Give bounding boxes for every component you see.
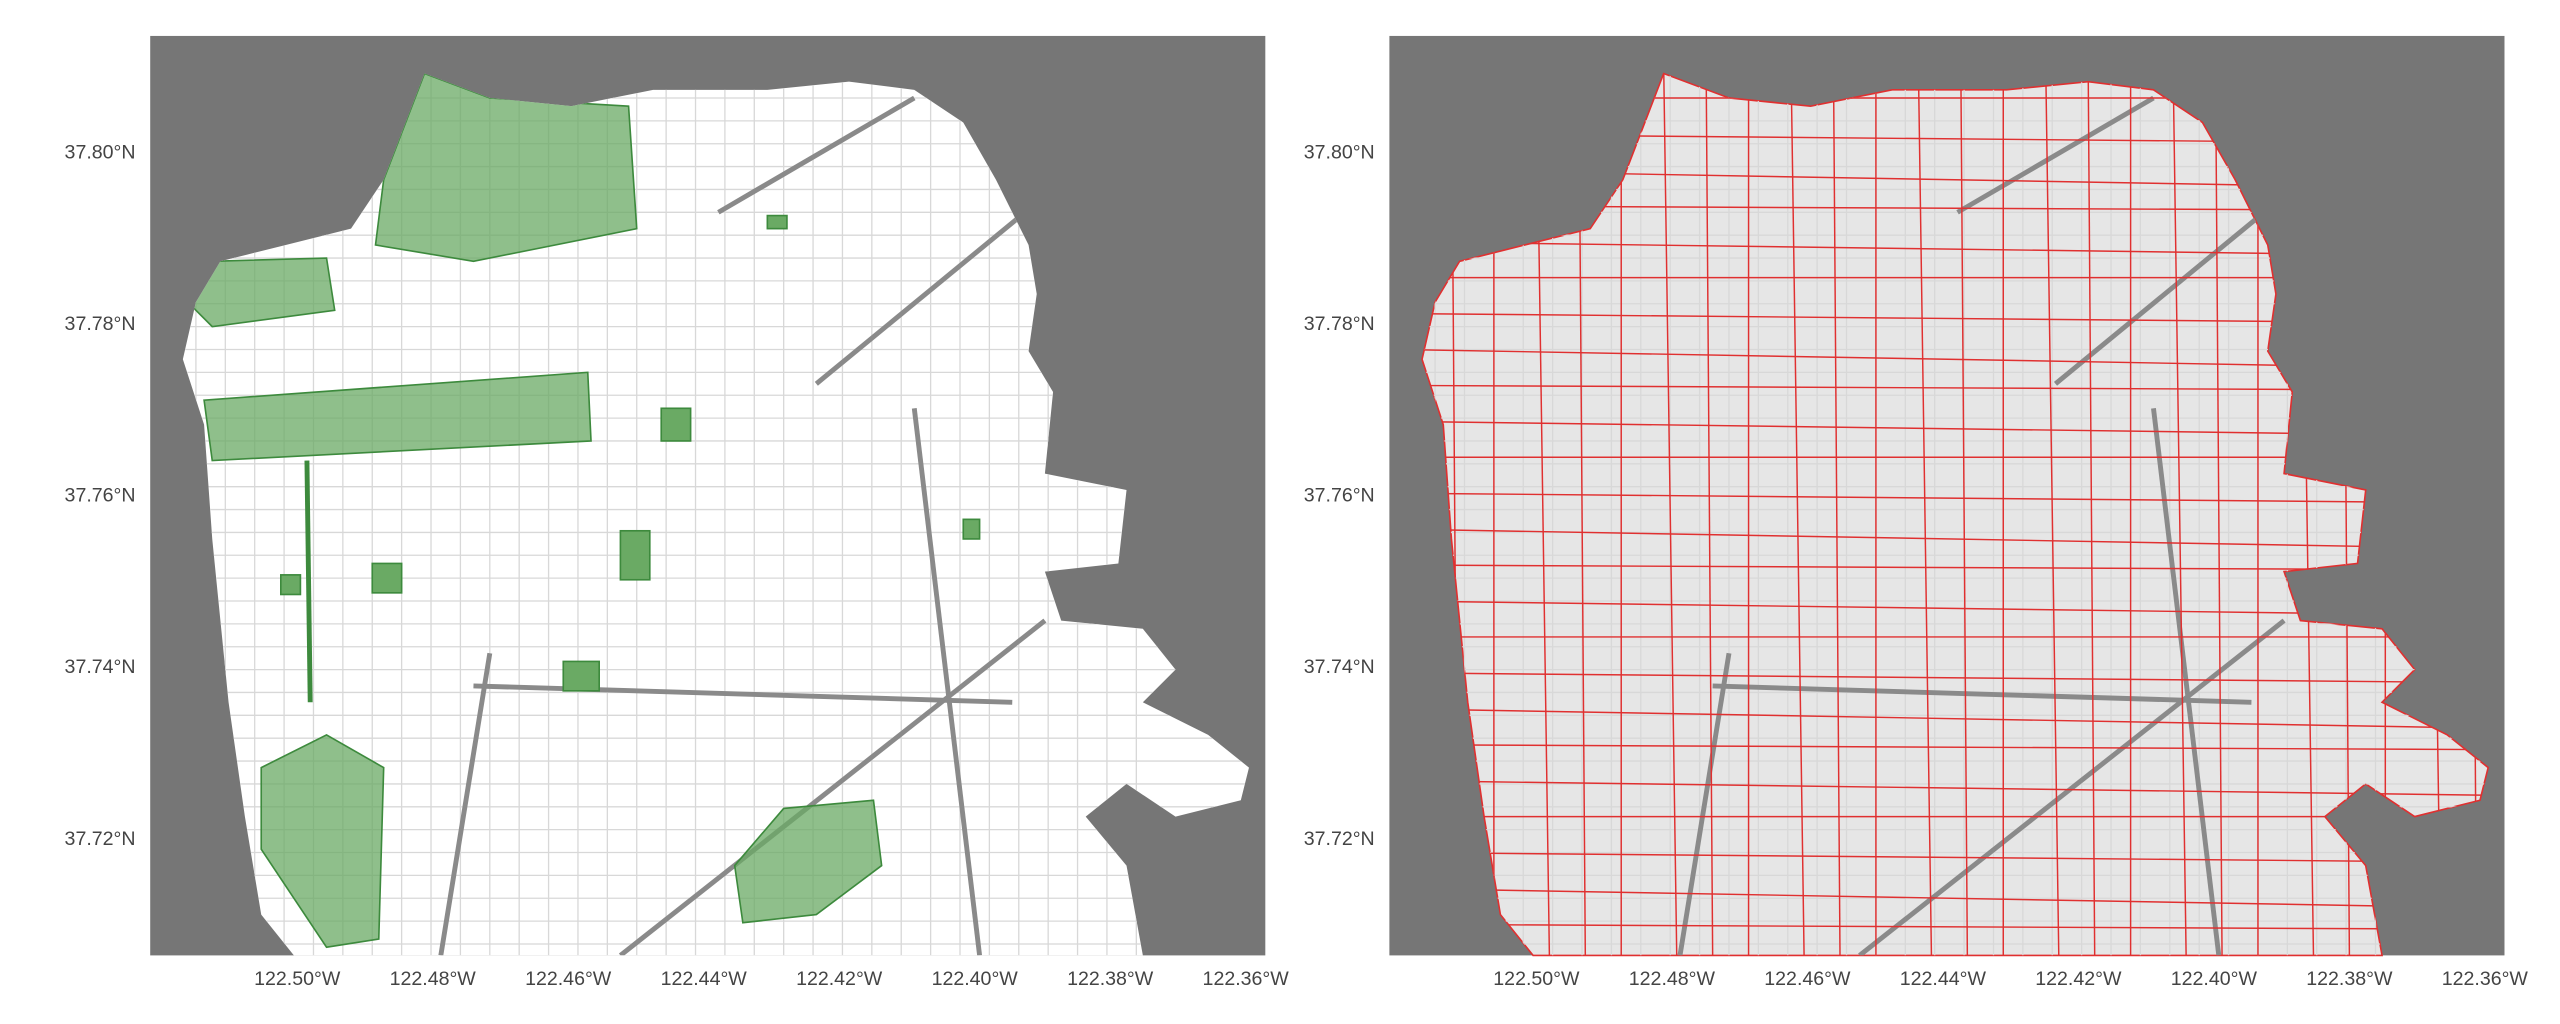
y-tick-label: 37.78°N [65,313,136,335]
park [260,734,385,949]
tract-boundary [2214,73,2223,956]
x-tick-label: 122.50°W [1493,968,1580,990]
x-tick-label: 122.40°W [2171,968,2258,990]
x-tick-label: 122.48°W [1629,968,1716,990]
tract-boundary [1422,708,2489,730]
land [182,73,1249,956]
x-tick-label: 122.50°W [254,968,341,990]
tract-boundary [2044,73,2060,956]
major-road [1677,652,1732,956]
x-tick-label: 122.40°W [932,968,1019,990]
y-tick-label: 37.80°N [1304,142,1375,164]
major-road [1956,95,2155,215]
major-road [1712,683,2252,705]
park [371,562,403,594]
park [280,574,302,596]
tract-boundary [1422,672,2489,684]
tract-boundary [2087,73,2096,956]
land [1421,72,2490,957]
x-tick-label: 122.46°W [1764,968,1851,990]
tract-boundary [1422,528,2489,550]
tract-boundary [1790,73,1805,956]
x-tick-label: 122.48°W [390,968,477,990]
major-road [438,652,493,956]
y-tick-label: 37.74°N [65,656,136,678]
park [733,799,883,924]
tract-boundary [1917,73,1933,956]
tract-boundary [1422,492,2489,504]
map-panel: 122.50°W 122.48°W 122.46°W 122.44°W 122.42°W… [1304,35,2529,990]
y-tick-label: 37.76°N [1304,485,1375,507]
park [766,214,788,230]
y-tick-label: 37.72°N [1304,828,1375,850]
tract-boundary [2172,73,2187,956]
x-tick-label: 122.44°W [1900,968,1987,990]
x-tick-label: 122.46°W [525,968,612,990]
park [562,660,601,692]
x-tick-label: 122.42°W [2035,968,2122,990]
park [203,371,592,462]
y-tick-label: 37.78°N [1304,313,1375,335]
tract-boundary [1422,743,2489,751]
tract-boundary [1422,923,2489,931]
major-road [911,408,983,956]
tract-boundary [1960,73,1969,956]
park [619,529,651,581]
major-road [717,95,916,215]
tract-boundary [1705,73,1714,956]
y-tick-label: 37.74°N [1304,656,1375,678]
tract-boundary [1422,779,2489,797]
x-tick-label: 122.38°W [1067,968,1154,990]
y-tick-label: 37.80°N [65,142,136,164]
map-panel: 122.50°W 122.48°W 122.46°W 122.44°W 122.42°W… [65,35,1290,990]
x-tick-label: 122.36°W [2442,968,2529,990]
park-strip [304,460,313,703]
tract-boundary [1422,851,2489,864]
major-road [2053,194,2286,386]
x-tick-label: 122.44°W [661,968,748,990]
y-tick-label: 37.72°N [65,828,136,850]
x-tick-label: 122.42°W [796,968,883,990]
major-road [814,194,1047,386]
y-tick-label: 37.76°N [65,485,136,507]
tract-boundary [1422,887,2489,909]
x-tick-label: 122.38°W [2306,968,2393,990]
tract-boundary [1662,73,1678,956]
x-tick-label: 122.36°W [1203,968,1290,990]
park [660,407,692,442]
major-road [618,618,1047,956]
park [374,73,638,263]
park [962,518,981,540]
tract-boundary [1832,73,1841,956]
